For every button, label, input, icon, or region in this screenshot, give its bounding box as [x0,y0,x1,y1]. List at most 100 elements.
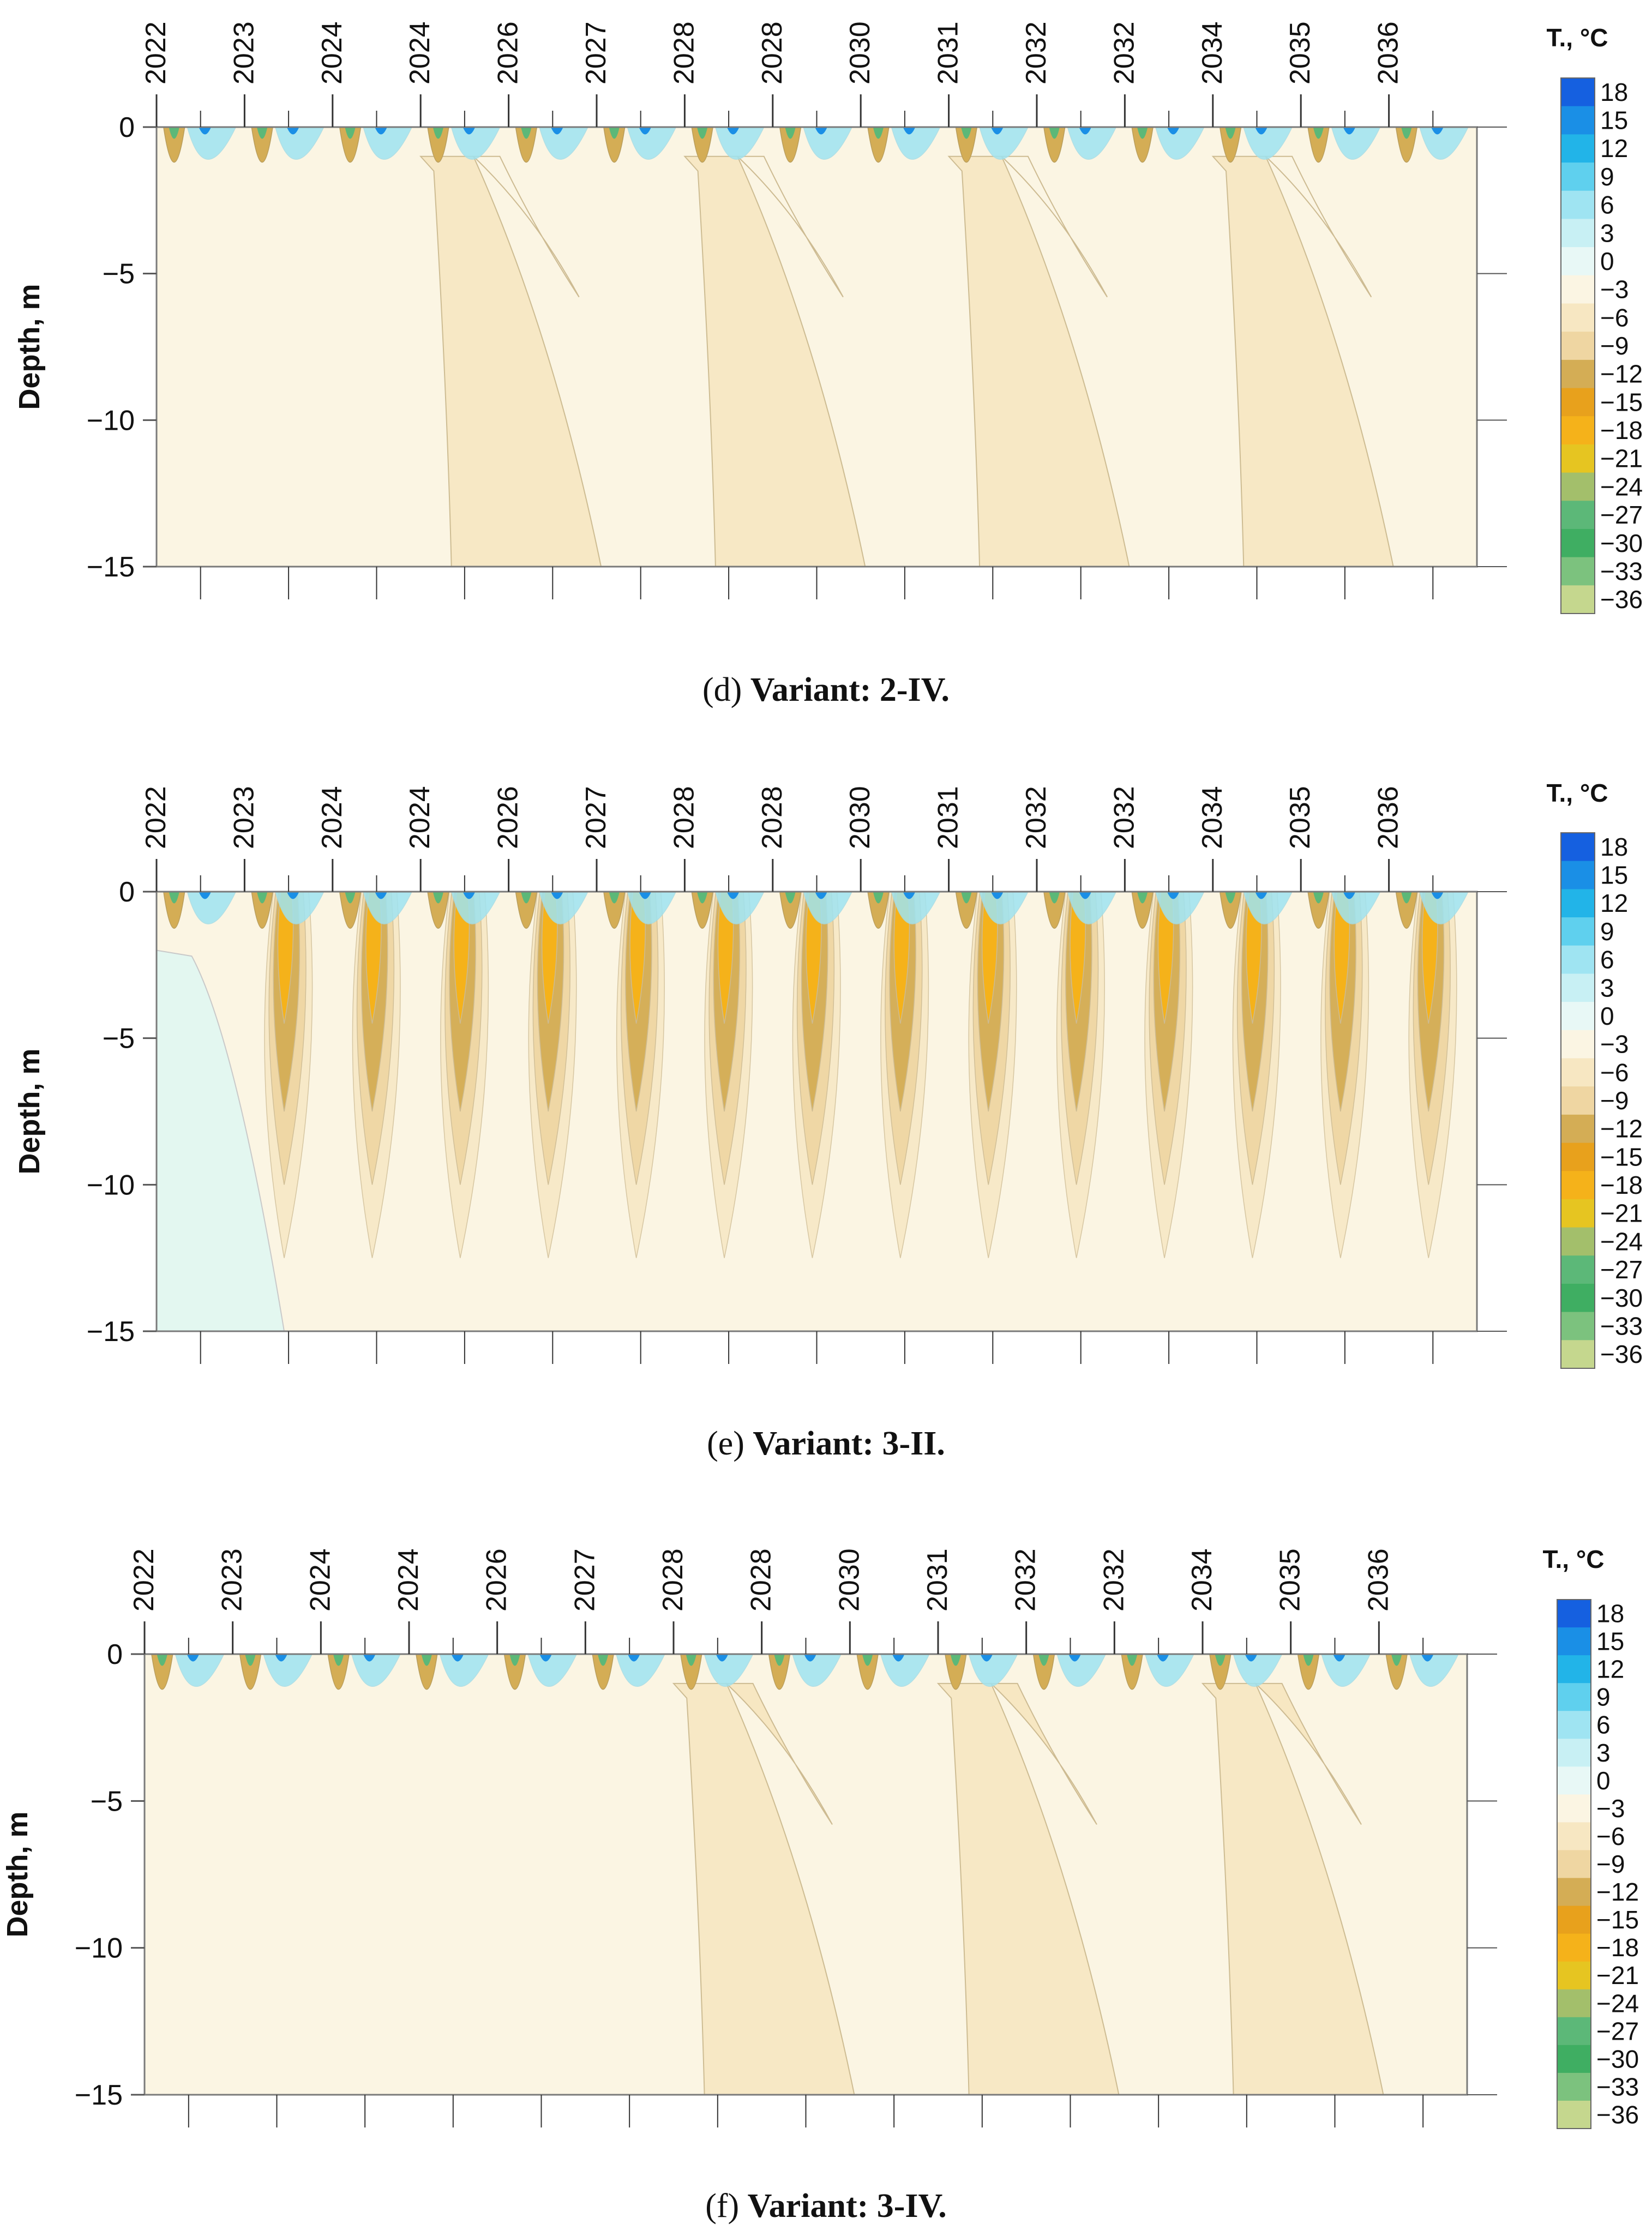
x-tick-label: 2022 [140,21,172,85]
colorbar-label: −33 [1596,2072,1639,2101]
x-tick-label: 2032 [1108,21,1140,85]
surface-warm-bulb [979,892,1029,924]
surface-warm-core [551,127,563,135]
colorbar-swatch [1561,1030,1595,1059]
surface-warm-bulb [1331,127,1381,160]
colorbar-swatch [1557,1850,1591,1879]
colorbar-label: −18 [1596,1933,1639,1962]
panel-e: 2022 2023 2024 2024 2026 2027 2028 2028 2030 2031… [13,779,1643,1369]
surface-warm-core [726,892,740,899]
colorbar-swatch [1561,359,1595,389]
surface-warm-bulb [715,892,765,924]
surface-warm-core [551,892,563,899]
y-tick-label: 0 [119,876,135,908]
surface-warm-bulb [539,127,588,160]
freeze-bulb [1421,892,1438,1024]
colorbar-label: −18 [1600,1171,1643,1199]
surface-warm-core [1255,127,1267,135]
colorbar-label: 3 [1600,219,1614,247]
surface-warm-bulb [363,892,412,924]
surface-warm-core [991,892,1004,899]
surface-warm-core [804,1654,816,1662]
surface-cold-core [1313,127,1324,139]
surface-cold-wedge [1297,1654,1320,1690]
colorbar-label: 18 [1600,833,1628,861]
colorbar-label: −12 [1600,1115,1643,1143]
surface-cold-core [256,892,268,904]
colorbar-label: −6 [1596,1822,1625,1850]
colorbar-title: T., °C [1547,23,1608,52]
colorbar-label: −3 [1600,1030,1629,1059]
colorbar-swatch [1561,501,1595,530]
x-tick-label: 2028 [756,786,788,849]
colorbar-label: 3 [1596,1739,1611,1767]
surface-warm-bulb [1067,127,1117,160]
x-tick-label: 2034 [1186,1548,1218,1612]
y-axis-label: Depth, m [1,1811,34,1937]
surface-warm-core [286,127,299,135]
y-axis-label: Depth, m [13,284,46,410]
colorbar-swatch [1557,2017,1591,2046]
colorbar-swatch [1561,219,1595,248]
surface-warm-bulb [803,127,852,160]
surface-cold-core [696,127,708,139]
surface-warm-core [639,892,652,899]
panel-f: 2022 2023 2024 2024 2026 2027 2028 2028 2030 2031… [1,1545,1639,2129]
surface-warm-core [462,892,476,899]
colorbar-label: −21 [1596,1961,1639,1989]
colorbar-swatch [1561,163,1595,191]
colorbar-label: −12 [1596,1878,1639,1906]
surface-cold-wedge [515,127,538,163]
surface-cold-wedge [955,892,978,929]
annual-freeze-tongue [1254,1682,1362,1825]
surface-cold-core [1401,127,1412,139]
surface-warm-core [275,1654,287,1662]
colorbar-label: 6 [1596,1711,1611,1739]
colorbar-swatch [1561,332,1595,360]
surface-cold-core [333,1654,344,1666]
colorbar-swatch [1561,388,1595,417]
colorbar-swatch [1557,1683,1591,1711]
surface-cold-core [1049,127,1060,139]
surface-warm-bulb [979,127,1029,160]
surface-cold-core [1038,1654,1049,1666]
colorbar-swatch [1561,1171,1595,1200]
colorbar-swatch [1561,917,1595,946]
x-tick-label: 2023 [228,21,260,85]
surface-cold-wedge [1395,127,1418,163]
x-tick-label: 2034 [1197,786,1228,849]
colorbar-title: T., °C [1543,1545,1605,1573]
surface-cold-wedge [603,127,626,163]
surface-cold-core [245,1654,256,1666]
colorbar-swatch [1561,1114,1595,1144]
x-tick-label: 2035 [1284,786,1316,849]
colorbar-swatch [1561,585,1595,614]
surface-cold-wedge [339,127,362,163]
surface-cold-core [157,1654,168,1666]
colorbar-swatch [1557,2100,1591,2129]
x-tick-label: 2031 [933,21,964,85]
surface-cold-core [785,127,796,139]
surface-cold-wedge [251,127,273,163]
colorbar-swatch [1561,1312,1595,1341]
surface-warm-bulb [891,892,941,924]
x-tick-label: 2032 [1010,1548,1042,1612]
y-tick-label: −15 [87,1316,135,1348]
colorbar-label: −3 [1596,1794,1625,1823]
y-tick-label: −10 [87,405,135,436]
surface-cold-wedge [1307,127,1330,163]
surface-cold-wedge [1219,892,1242,929]
caption-e-label: (e) [707,1425,744,1462]
surface-cold-wedge [779,892,802,929]
surface-warm-bulb [439,1654,489,1687]
colorbar-swatch [1561,861,1595,889]
freeze-bulb [981,892,998,1024]
surface-warm-core [1079,127,1092,135]
surface-warm-bulb [1155,127,1205,160]
surface-cold-wedge [867,892,890,929]
colorbar-label: 6 [1600,191,1614,219]
colorbar-swatch [1557,1906,1591,1934]
surface-warm-core [199,127,212,135]
surface-cold-wedge [1121,1654,1143,1690]
